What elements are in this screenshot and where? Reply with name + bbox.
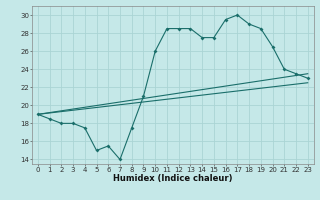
X-axis label: Humidex (Indice chaleur): Humidex (Indice chaleur) (113, 174, 233, 183)
